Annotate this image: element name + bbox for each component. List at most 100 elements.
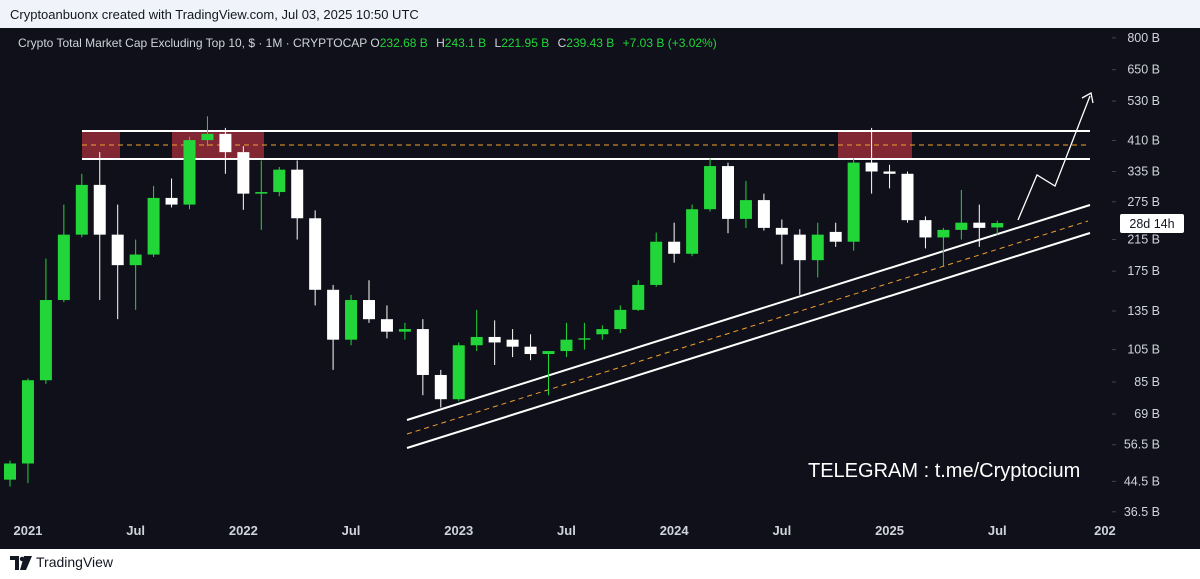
candle-body [398,329,411,332]
channel-line [406,204,1091,421]
candle-body [973,222,986,228]
brand: TradingView [36,554,114,570]
y-tick-label: 650 B [1127,63,1160,77]
candle-body [416,329,429,375]
x-tick-label: Jul [342,523,361,538]
legend: Crypto Total Market Cap Excluding Top 10… [18,36,717,50]
candle-body [901,173,914,221]
x-tick-label: Jul [557,523,576,538]
candle-body [129,254,142,266]
ohlc-key: C [557,36,567,50]
candle-body [273,169,286,193]
x-tick-label: 2022 [229,523,258,538]
y-tick-label: 44.5 B [1124,474,1160,488]
candle-body [632,284,645,310]
candle-body [829,231,842,242]
candle-body [919,220,932,238]
ohlc-key: H [436,36,445,50]
y-tick-label: 215 B [1127,233,1160,247]
candle-body [739,200,752,219]
countdown-box [1120,214,1184,233]
candle-body [524,346,537,355]
candle-body [452,345,465,400]
footer: TradingView [0,549,1200,579]
channel-line [406,232,1091,449]
candle-body [93,184,106,235]
candle-body [4,463,16,480]
y-tick-label: 36.5 B [1124,505,1160,519]
candle-body [327,289,340,340]
candle-body [201,133,214,141]
candle-body [165,197,178,205]
candle-body [937,229,950,238]
candle-body [542,351,555,355]
candle-body [39,300,52,381]
candle-body [847,162,860,242]
y-tick-label: 335 B [1127,164,1160,178]
candle-body [560,339,573,352]
y-tick-label: 85 B [1134,375,1160,389]
ohlc-value: 221.95 B [501,36,550,50]
candle-body [434,374,447,400]
candle-body [704,166,717,210]
x-tick-label: Jul [988,523,1007,538]
y-tick-label: 410 B [1127,133,1160,147]
candle-body [75,184,88,235]
candle-body [111,234,124,266]
projection-arrow [1017,91,1094,221]
title: Crypto Total Market Cap Excluding Top 10… [18,36,368,50]
ohlc-value: 243.1 B [444,36,487,50]
price-axis [1112,28,1200,549]
candle-body [793,234,806,261]
x-tick-label: 2024 [660,523,690,538]
candle-body [21,380,34,464]
candle-body [380,319,393,332]
y-tick-label: 275 B [1127,195,1160,209]
y-tick-label: 135 B [1127,304,1160,318]
x-tick-label: 2021 [13,523,42,538]
y-tick-label: 69 B [1134,407,1160,421]
candle-body [363,300,375,320]
candle-body [686,209,699,254]
y-tick-label: 800 B [1127,31,1160,45]
candle-body [291,169,304,219]
ohlc-value: 239.43 B [566,36,615,50]
ohlc-key: L [494,36,502,50]
credit: Cryptoanbuonx created with TradingView.c… [0,0,1200,28]
y-tick-label: 56.5 B [1124,438,1160,452]
ohlc-key: O [370,36,380,50]
candles [4,116,1004,487]
candle-body [614,309,627,330]
candle-body [309,218,322,290]
candle-body [955,222,968,230]
x-tick-label: 2025 [875,523,904,538]
x-tick-label: Jul [772,523,791,538]
candle-body [57,234,70,301]
candle-body [991,223,1004,228]
chart: 2021 Jul 2022 Jul 2023 Jul 2024 Jul 2025 Jul 202 80… [0,28,1200,549]
y-tick-label: 175 B [1127,264,1160,278]
candle-body [470,336,483,346]
channel-mid [406,220,1089,435]
candle-body [650,241,663,285]
candle-body [488,336,501,343]
candle-body [578,338,591,340]
candle-body [757,200,770,228]
y-tick-label: 105 B [1127,343,1160,357]
candle-body [883,171,896,174]
watermark: TELEGRAM : t.me/Cryptocium [808,460,1080,482]
candle-body [183,140,196,205]
x-tick-label: 2023 [444,523,473,538]
candle-body [237,152,250,194]
x-tick-label: Jul [126,523,145,538]
candle-body [147,197,160,255]
annotations [82,91,1094,449]
countdown: 28d 14h [1129,217,1174,231]
candle-body [722,166,734,219]
candle-body [811,234,824,261]
candle-body [255,192,268,194]
candle-body [668,241,681,254]
candle-body [345,300,358,340]
background [0,28,1200,549]
